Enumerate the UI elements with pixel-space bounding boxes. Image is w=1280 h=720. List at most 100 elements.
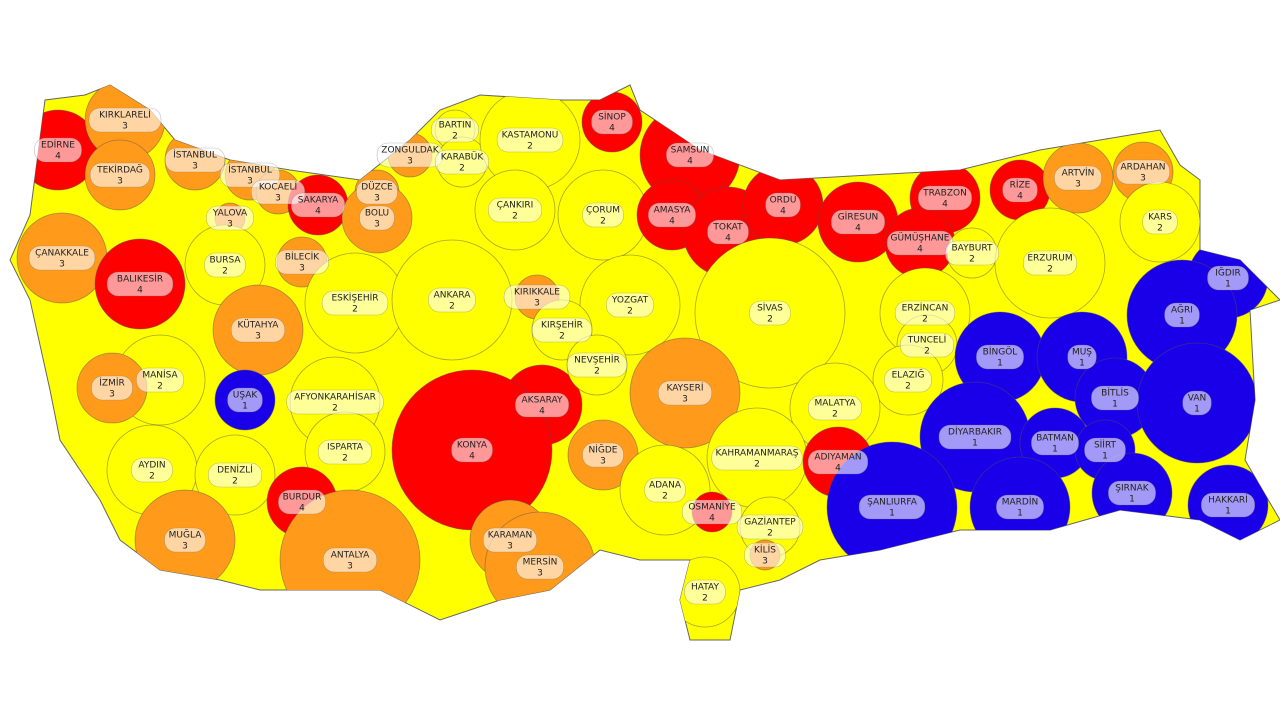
province-name: RİZE (1010, 180, 1031, 191)
province-value: 4 (299, 504, 305, 514)
province-name: ARDAHAN (1121, 163, 1166, 173)
province-value: 3 (227, 220, 233, 230)
province-label-bg (591, 109, 633, 135)
province-label-bg (274, 249, 329, 275)
province-label-bg (1201, 492, 1256, 518)
province-label-bg (582, 442, 624, 468)
province-value: 4 (942, 200, 948, 210)
province-name: İSTANBUL (228, 165, 272, 176)
province-value: 2 (352, 305, 358, 315)
province-label-bg (707, 219, 749, 245)
province-name: ÇANKIRI (497, 201, 534, 211)
province-label-bg (1182, 390, 1212, 416)
province-name: KIRKLARELİ (99, 110, 151, 121)
province-name: KIRŞEHİR (541, 320, 583, 331)
province-label-bg (290, 192, 345, 218)
province-value: 1 (1225, 280, 1231, 290)
province-value: 2 (559, 332, 565, 342)
province-label-bg (482, 527, 537, 553)
province-label-bg (227, 387, 263, 413)
province-name: BAYBURT (952, 244, 993, 254)
province-value: 4 (687, 157, 693, 167)
province-name: SİNOP (598, 112, 626, 123)
province-label-bg (736, 514, 804, 540)
province-label-bg (858, 494, 926, 520)
province-label-bg (434, 149, 489, 175)
province-value: 2 (527, 142, 533, 152)
province-label-bg (582, 202, 624, 228)
province-label-bg (91, 375, 133, 401)
province-label-bg (286, 389, 384, 415)
province-label-bg (503, 284, 571, 310)
province-label-bg (1031, 430, 1079, 456)
province-value: 2 (149, 472, 155, 482)
province-value: 1 (1112, 400, 1118, 410)
province-name: MERSİN (523, 557, 558, 568)
province-value: 2 (702, 594, 708, 604)
province-label-bg (996, 494, 1044, 520)
province-name: ŞANLIURFA (867, 498, 918, 508)
province-value: 3 (600, 457, 606, 467)
province-value: 4 (1017, 192, 1023, 202)
province-value: 1 (1179, 317, 1185, 327)
province-value: 3 (1075, 180, 1081, 190)
province-value: 2 (754, 460, 760, 470)
province-name: MUĞLA (169, 529, 203, 541)
province-label-bg (317, 439, 372, 465)
province-name: EDİRNE (41, 140, 75, 151)
province-value: 4 (539, 407, 545, 417)
province-label-bg (204, 252, 246, 278)
province-label-bg (451, 437, 493, 463)
province-label-bg (164, 147, 226, 173)
province-value: 3 (109, 390, 115, 400)
province-name: HATAY (691, 583, 719, 593)
province-value: 2 (832, 410, 838, 420)
province-label-bg (894, 300, 956, 326)
province-value: 1 (1129, 495, 1135, 505)
province-value: 3 (407, 157, 413, 167)
province-name: ERZİNCAN (902, 303, 949, 314)
province-label-bg (744, 542, 786, 568)
province-label-bg (136, 367, 184, 393)
province-label-bg (666, 142, 714, 168)
province-value: 3 (275, 194, 281, 204)
province-name: MUŞ (1072, 348, 1092, 358)
province-name: MANİSA (142, 370, 178, 381)
province-label-bg (531, 317, 593, 343)
province-value: 2 (924, 347, 930, 357)
province-label-bg (807, 395, 862, 421)
province-label-bg (231, 317, 286, 343)
province-name: AMASYA (654, 206, 692, 216)
province-name: ZONGULDAK (381, 146, 439, 156)
province-value: 4 (609, 124, 615, 134)
province-value: 2 (767, 529, 773, 539)
province-value: 3 (247, 177, 253, 187)
province-label-bg (1067, 344, 1097, 370)
province-label-bg (516, 554, 564, 580)
province-value: 2 (662, 492, 668, 502)
province-label-bg (321, 290, 389, 316)
province-name: KIRIKKALE (514, 288, 560, 298)
province-label-bg (496, 127, 564, 153)
province-value: 2 (627, 307, 633, 317)
province-name: KASTAMONU (502, 131, 559, 141)
province-label-bg (606, 292, 654, 318)
province-label-bg (88, 107, 162, 133)
province-name: VAN (1188, 394, 1206, 404)
province-name: BARTIN (439, 121, 472, 131)
province-label-bg (884, 367, 932, 393)
province-name: BOLU (365, 209, 389, 219)
province-name: SİVAS (757, 303, 783, 314)
province-label-bg (514, 392, 569, 418)
province-name: GÜMÜŞHANE (891, 233, 950, 244)
province-name: AKSARAY (522, 396, 563, 406)
province-value: 1 (1079, 359, 1085, 369)
province-value: 1 (972, 439, 978, 449)
province-value: 2 (232, 477, 238, 487)
province-name: UŞAK (233, 391, 259, 401)
province-value: 2 (1157, 224, 1163, 234)
province-value: 2 (342, 454, 348, 464)
